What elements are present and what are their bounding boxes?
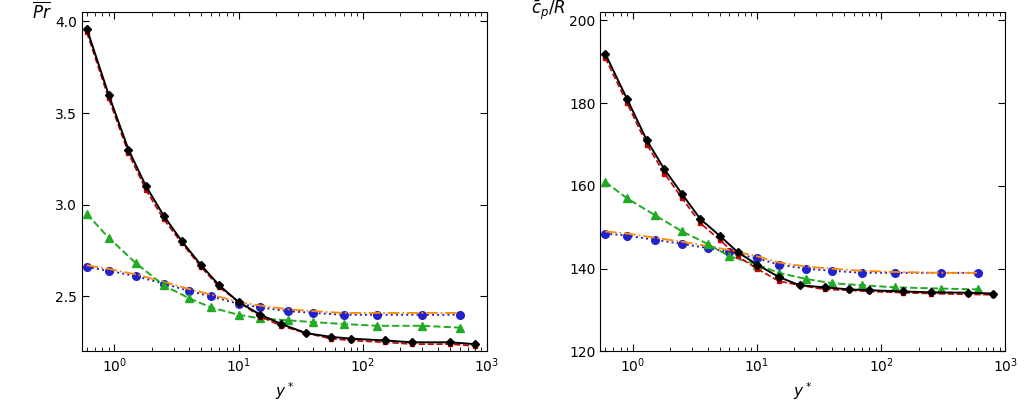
X-axis label: $y^*$: $y^*$ — [275, 381, 294, 402]
X-axis label: $y^*$: $y^*$ — [793, 381, 813, 402]
Y-axis label: $\overline{Pr}$: $\overline{Pr}$ — [32, 1, 51, 22]
Y-axis label: $\bar{c}_p/R$: $\bar{c}_p/R$ — [530, 0, 565, 22]
